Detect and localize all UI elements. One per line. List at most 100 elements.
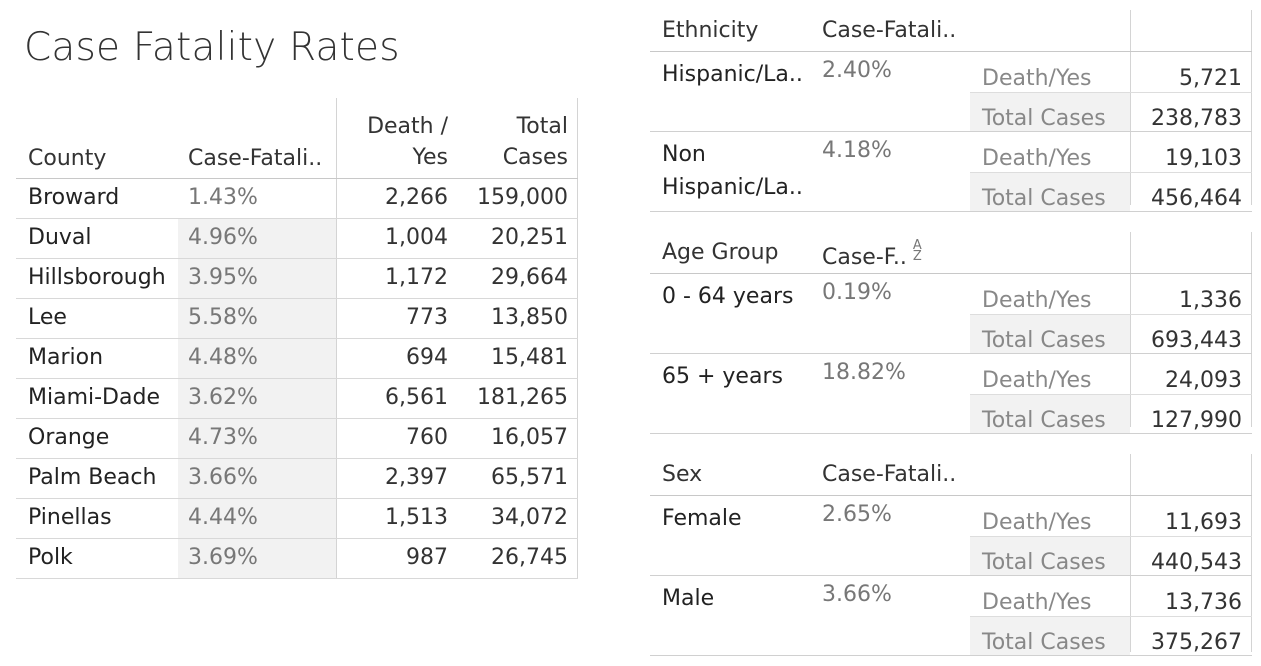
county-name[interactable]: Hillsborough [28, 265, 166, 290]
age-group-panel: Age Group Case-F.. A Z 0 - 64 years 0.19% De… [650, 232, 1252, 435]
group-name[interactable]: Male [662, 586, 715, 611]
ethnicity-column-header[interactable]: Ethnicity [662, 18, 759, 43]
total-measure-label: Total Cases [982, 106, 1106, 131]
row-rule [16, 498, 578, 499]
header-rule [650, 273, 1252, 274]
death-count: 773 [406, 305, 448, 330]
death-count: 1,336 [1179, 288, 1242, 313]
total-measure-label: Total Cases [982, 186, 1106, 211]
group-rule [650, 655, 1252, 656]
death-measure-label: Death/Yes [982, 510, 1092, 535]
total-cases: 693,443 [1151, 328, 1242, 353]
table-row[interactable]: Palm Beach 3.66% 2,397 65,571 [16, 459, 578, 499]
county-name[interactable]: Lee [28, 305, 67, 330]
sex-column-header[interactable]: Sex [662, 462, 703, 487]
cfr-column-header[interactable]: Case-F.. A Z [822, 238, 922, 270]
death-count: 1,513 [385, 505, 448, 530]
death-measure-label: Death/Yes [982, 368, 1092, 393]
county-name[interactable]: Polk [28, 545, 73, 570]
total-header-line2: Cases [502, 145, 568, 170]
total-column-header[interactable]: Total Cases [503, 114, 568, 170]
table-row[interactable]: Orange 4.73% 760 16,057 [16, 419, 578, 459]
row-rule [16, 338, 578, 339]
total-cases-label-background [970, 92, 1130, 131]
county-name[interactable]: Duval [28, 225, 92, 250]
death-count: 987 [406, 545, 448, 570]
county-column-header[interactable]: County [28, 146, 107, 171]
case-fatality-rate: 5.58% [188, 305, 258, 330]
measure-rule [970, 172, 1252, 173]
group-row[interactable]: 65 + years 18.82% Death/Yes Total Cases 24,0… [650, 354, 1252, 434]
death-measure-label: Death/Yes [982, 66, 1092, 91]
table-row[interactable]: Broward 1.43% 2,266 159,000 [16, 179, 578, 219]
table-row[interactable]: Hillsborough 3.95% 1,172 29,664 [16, 259, 578, 299]
cfr-column-header[interactable]: Case-Fatali.. [188, 146, 323, 171]
death-measure-label: Death/Yes [982, 146, 1092, 171]
row-rule [16, 298, 578, 299]
group-name[interactable]: Hispanic/La.. [662, 62, 803, 87]
county-name[interactable]: Broward [28, 185, 120, 210]
table-row[interactable]: Marion 4.48% 694 15,481 [16, 339, 578, 379]
ethnicity-panel: Ethnicity Case-Fatali.. Hispanic/La.. 2.4… [650, 10, 1252, 213]
cfr-column-header[interactable]: Case-Fatali.. [822, 18, 957, 43]
table-row[interactable]: Duval 4.96% 1,004 20,251 [16, 219, 578, 259]
group-row[interactable]: Male 3.66% Death/Yes Total Cases 13,736 375,2… [650, 576, 1252, 656]
total-cases: 34,072 [491, 505, 568, 530]
county-name[interactable]: Orange [28, 425, 110, 450]
row-rule [16, 418, 578, 419]
row-rule [16, 378, 578, 379]
death-measure-label: Death/Yes [982, 288, 1092, 313]
death-count: 6,561 [385, 385, 448, 410]
death-count: 19,103 [1165, 146, 1242, 171]
table-row[interactable]: Polk 3.69% 987 26,745 [16, 539, 578, 579]
total-measure-label: Total Cases [982, 408, 1106, 433]
death-count: 11,693 [1165, 510, 1242, 535]
group-row[interactable]: 0 - 64 years 0.19% Death/Yes Total Cases 1,3… [650, 274, 1252, 354]
case-fatality-rate: 3.66% [822, 582, 892, 607]
case-fatality-rate: 3.62% [188, 385, 258, 410]
group-name[interactable]: 65 + years [662, 364, 783, 389]
group-row[interactable]: Non Hispanic/La.. 4.18% Death/Yes Total Cas… [650, 132, 1252, 212]
group-row[interactable]: Hispanic/La.. 2.40% Death/Yes Total Cases 5,… [650, 52, 1252, 132]
total-cases-label-background [970, 536, 1130, 575]
cfr-cell-background [178, 379, 336, 418]
table-row[interactable]: Pinellas 4.44% 1,513 34,072 [16, 499, 578, 539]
table-row[interactable]: Miami-Dade 3.62% 6,561 181,265 [16, 379, 578, 419]
county-name[interactable]: Marion [28, 345, 104, 370]
total-measure-label: Total Cases [982, 550, 1106, 575]
county-name[interactable]: Miami-Dade [28, 385, 160, 410]
measure-rule [970, 536, 1252, 537]
group-name[interactable]: Non Hispanic/La.. [662, 142, 803, 200]
case-fatality-rate: 3.69% [188, 545, 258, 570]
case-fatality-rate: 4.96% [188, 225, 258, 250]
cfr-cell-background [178, 219, 336, 258]
total-cases: 13,850 [491, 305, 568, 330]
group-rule [650, 131, 1252, 132]
table-row[interactable]: Lee 5.58% 773 13,850 [16, 299, 578, 339]
death-column-header[interactable]: Death / Yes [367, 114, 448, 170]
total-cases: 20,251 [491, 225, 568, 250]
cfr-cell-background [178, 459, 336, 498]
age-group-column-header[interactable]: Age Group [662, 240, 779, 265]
death-count: 1,172 [385, 265, 448, 290]
group-row[interactable]: Female 2.65% Death/Yes Total Cases 11,693 440… [650, 496, 1252, 576]
death-count: 5,721 [1179, 66, 1242, 91]
total-cases: 127,990 [1151, 408, 1242, 433]
measure-rule [970, 92, 1252, 93]
group-name[interactable]: Female [662, 506, 742, 531]
total-cases: 16,057 [491, 425, 568, 450]
case-fatality-rate: 4.18% [822, 138, 892, 163]
column-divider [1251, 454, 1252, 652]
case-fatality-rate: 2.65% [822, 502, 892, 527]
county-name[interactable]: Palm Beach [28, 465, 157, 490]
group-name[interactable]: 0 - 64 years [662, 284, 794, 309]
cfr-header-label: Case-F.. [822, 245, 907, 270]
measure-rule [970, 394, 1252, 395]
county-name[interactable]: Pinellas [28, 505, 112, 530]
death-count: 694 [406, 345, 448, 370]
column-divider [1130, 232, 1131, 427]
header-rule [16, 178, 578, 179]
measure-rule [970, 616, 1252, 617]
cfr-column-header[interactable]: Case-Fatali.. [822, 462, 957, 487]
